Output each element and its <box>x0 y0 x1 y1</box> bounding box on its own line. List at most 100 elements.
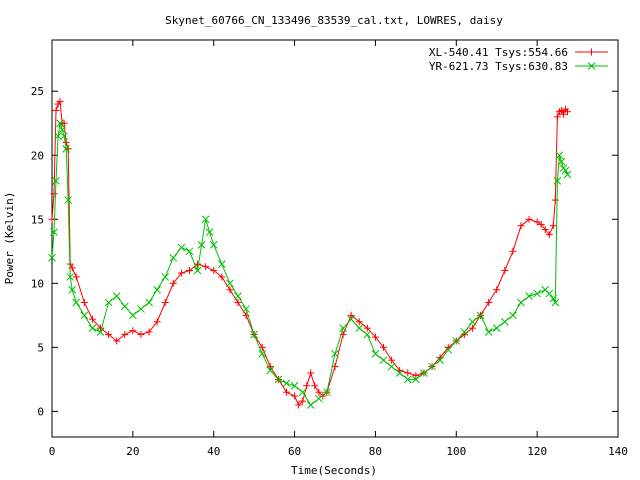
data-point <box>557 157 566 166</box>
data-point <box>153 285 161 294</box>
data-point <box>363 324 371 332</box>
data-point <box>395 369 404 377</box>
y-tick-label: 5 <box>37 341 44 354</box>
x-tick-label: 0 <box>49 445 56 458</box>
data-point <box>553 113 561 121</box>
x-tick-label: 20 <box>126 445 139 458</box>
data-point <box>58 125 66 134</box>
y-axis: 0 5 10 15 20 25 <box>31 85 618 418</box>
data-point <box>266 363 274 371</box>
data-point <box>298 388 307 397</box>
data-point <box>169 253 178 262</box>
data-point <box>452 337 461 345</box>
data-point <box>72 273 80 281</box>
data-point <box>468 317 477 326</box>
data-point <box>291 392 299 400</box>
data-point <box>80 299 88 307</box>
x-tick-label: 100 <box>446 445 466 458</box>
data-point <box>563 170 572 179</box>
data-point <box>314 394 323 403</box>
data-point <box>355 324 364 332</box>
x-axis: 0 20 40 60 80 100 120 140 <box>49 40 628 458</box>
data-point <box>185 247 194 256</box>
data-point <box>501 267 509 275</box>
series-line <box>51 123 568 406</box>
data-point <box>201 215 210 224</box>
data-point <box>549 222 557 230</box>
data-point <box>387 362 396 371</box>
data-point <box>96 328 105 336</box>
series-0 <box>48 97 571 409</box>
data-point <box>68 285 77 294</box>
data-point <box>282 388 290 396</box>
data-point <box>161 299 169 307</box>
data-point <box>209 241 218 249</box>
data-point <box>177 269 185 277</box>
data-point <box>88 324 97 332</box>
data-point <box>412 375 420 384</box>
data-point <box>88 315 96 323</box>
data-point <box>169 279 177 287</box>
data-point <box>509 311 517 320</box>
data-point <box>121 331 129 339</box>
data-point <box>541 226 549 234</box>
data-point <box>120 302 129 311</box>
data-point <box>66 273 75 281</box>
data-point <box>371 349 380 358</box>
data-point <box>363 330 372 339</box>
data-point <box>485 299 493 307</box>
data-point <box>266 366 275 375</box>
data-point <box>202 263 210 271</box>
data-point <box>226 279 234 288</box>
data-point <box>525 215 533 223</box>
data-point <box>355 318 363 326</box>
data-point <box>460 328 469 336</box>
data-point <box>258 349 267 358</box>
data-point <box>492 324 501 332</box>
data-point <box>306 401 315 409</box>
data-point <box>339 324 347 332</box>
data-point <box>537 220 545 228</box>
data-point <box>420 369 428 377</box>
data-point <box>52 106 60 114</box>
x-tick-label: 40 <box>207 445 220 458</box>
legend-marker <box>587 62 596 70</box>
data-point <box>52 177 60 185</box>
data-point <box>295 401 303 409</box>
legend-label: XL-540.41 Tsys:554.66 <box>429 46 568 59</box>
data-point <box>551 196 559 204</box>
x-tick-label: 140 <box>608 445 628 458</box>
x-tick-label: 80 <box>369 445 382 458</box>
data-point <box>525 292 533 300</box>
data-point <box>113 337 121 345</box>
legend-marker <box>588 48 595 56</box>
data-point <box>226 286 234 294</box>
data-point <box>54 132 62 140</box>
data-point <box>282 379 291 388</box>
data-point <box>468 324 476 332</box>
data-point <box>56 119 64 128</box>
data-point <box>533 218 541 226</box>
data-point <box>145 328 153 336</box>
data-point <box>545 289 554 298</box>
data-point <box>129 311 137 320</box>
data-point <box>197 241 206 249</box>
data-point <box>129 327 137 335</box>
legend-label: YR-621.73 Tsys:630.83 <box>429 60 568 73</box>
data-point <box>299 397 307 405</box>
data-point <box>561 166 570 175</box>
data-point <box>545 231 553 239</box>
data-point <box>250 330 258 339</box>
data-point <box>412 372 420 380</box>
data-point <box>153 318 161 326</box>
data-point <box>112 292 121 300</box>
data-point <box>185 267 193 275</box>
series-line <box>51 100 568 406</box>
data-point <box>347 311 355 319</box>
data-point <box>403 375 412 384</box>
data-point <box>105 331 113 339</box>
data-point <box>60 132 68 140</box>
data-point <box>380 343 388 351</box>
